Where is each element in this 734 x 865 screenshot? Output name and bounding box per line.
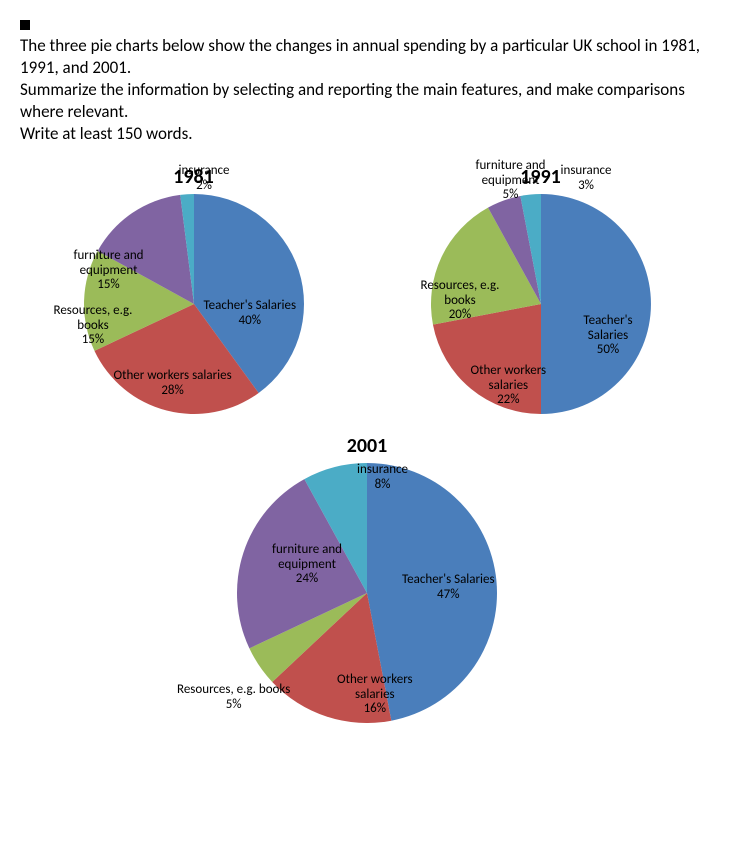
slice-label: insurance8% [357,463,408,492]
chart-title: 2001 [237,434,497,458]
slice-label: Teacher's Salaries40% [204,299,297,328]
slice-label: furniture andequipment15% [74,249,144,292]
chart-2001: 2001 insurance8% furniture andequipment24%… [237,434,497,723]
slice-label: Other workerssalaries16% [337,673,413,716]
intro-line-1: The three pie charts below show the chan… [20,35,700,78]
slice-label: Resources, e.g. books5% [177,683,290,712]
slice-label: Resources, e.g.books15% [54,304,133,347]
chart-1981: 1981insurance2%furniture andequipment15%… [84,165,304,414]
slice-label: furniture andequipment5% [476,159,546,202]
pie-wrapper: insurance2%furniture andequipment15%Reso… [84,194,304,414]
slice-label: insurance2% [179,164,230,193]
slice-label: Teacher's Salaries47% [402,573,495,602]
slice-teachers [541,194,651,414]
chart-1991: 1991furniture andequipment5%insurance3%R… [431,165,651,414]
intro-line-3: Write at least 150 words. [20,123,193,144]
bullet-marker [20,20,30,30]
intro-text: The three pie charts below show the chan… [20,35,714,145]
slice-label: Teacher's Salaries50% [566,314,651,357]
intro-line-2: Summarize the information by selecting a… [20,79,685,122]
charts-row-1: 1981insurance2%furniture andequipment15%… [20,165,714,414]
slice-label: Resources, e.g.books20% [421,279,500,322]
slice-label: Other workers salaries28% [114,369,232,398]
pie-wrapper: furniture andequipment5%insurance3%Resou… [431,194,651,414]
pie-wrapper: insurance8% furniture andequipment24% Teac… [237,463,497,723]
slice-label: furniture andequipment24% [272,543,342,586]
slice-label: insurance3% [561,164,612,193]
slice-label: Other workerssalaries22% [471,364,547,407]
charts-row-2: 2001 insurance8% furniture andequipment24%… [20,434,714,728]
